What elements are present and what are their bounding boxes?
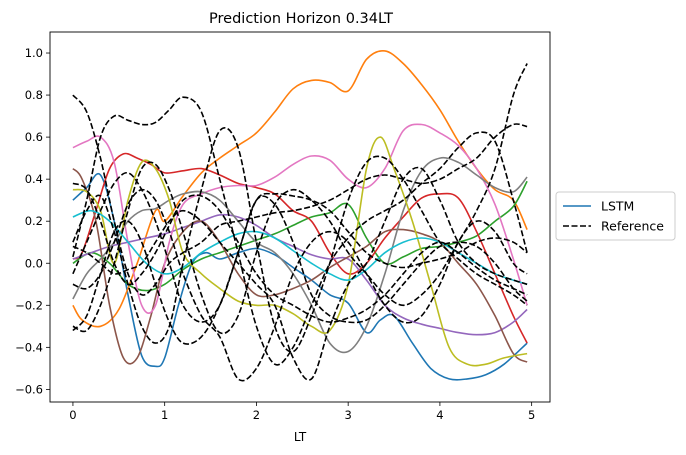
y-axis: −0.6 −0.4 −0.2 0.0 0.2 0.4 0.6 0.8 1.0 (15, 46, 50, 396)
series-layer (72, 49, 528, 382)
y-tick-label: 0.2 (25, 214, 43, 228)
reference-line-11 (72, 96, 528, 366)
x-tick-label: 0 (69, 408, 76, 422)
legend-label-reference: Reference (601, 219, 664, 234)
reference-line-18 (72, 188, 528, 382)
y-tick-label: 0.8 (25, 88, 43, 102)
reference-line-16 (72, 192, 528, 345)
prediction-line-3 (72, 152, 528, 344)
y-tick-label: −0.4 (15, 340, 43, 354)
reference-line-17 (72, 166, 528, 381)
plot-frame (49, 31, 551, 403)
prediction-line-6 (72, 123, 528, 314)
x-tick-label: 2 (253, 408, 260, 422)
y-tick-label: −0.2 (15, 298, 43, 312)
prediction-line-4 (72, 213, 528, 336)
y-tick-label: 1.0 (25, 46, 43, 60)
prediction-line-5 (72, 168, 528, 365)
chart-title: Prediction Horizon 0.34LT (209, 11, 393, 27)
prediction-line-0 (72, 172, 528, 381)
x-axis: 0 1 2 3 4 5 (69, 402, 535, 422)
x-tick-label: 4 (436, 408, 443, 422)
y-tick-label: 0.4 (25, 172, 43, 186)
reference-line-13 (72, 127, 528, 353)
y-tick-label: 0.6 (25, 130, 43, 144)
x-tick-label: 1 (161, 408, 168, 422)
y-tick-label: −0.6 (15, 382, 43, 396)
x-axis-label: LT (294, 430, 307, 444)
x-tick-label: 3 (345, 408, 352, 422)
legend: LSTM Reference (555, 191, 676, 241)
reference-line-14 (72, 171, 528, 324)
legend-box (555, 191, 676, 241)
y-tick-label: 0.0 (25, 256, 43, 270)
prediction-line-8 (72, 136, 528, 367)
legend-label-lstm: LSTM (601, 199, 634, 214)
x-tick-label: 5 (528, 408, 535, 422)
prediction-line-7 (72, 156, 528, 354)
reference-line-10 (72, 94, 528, 296)
